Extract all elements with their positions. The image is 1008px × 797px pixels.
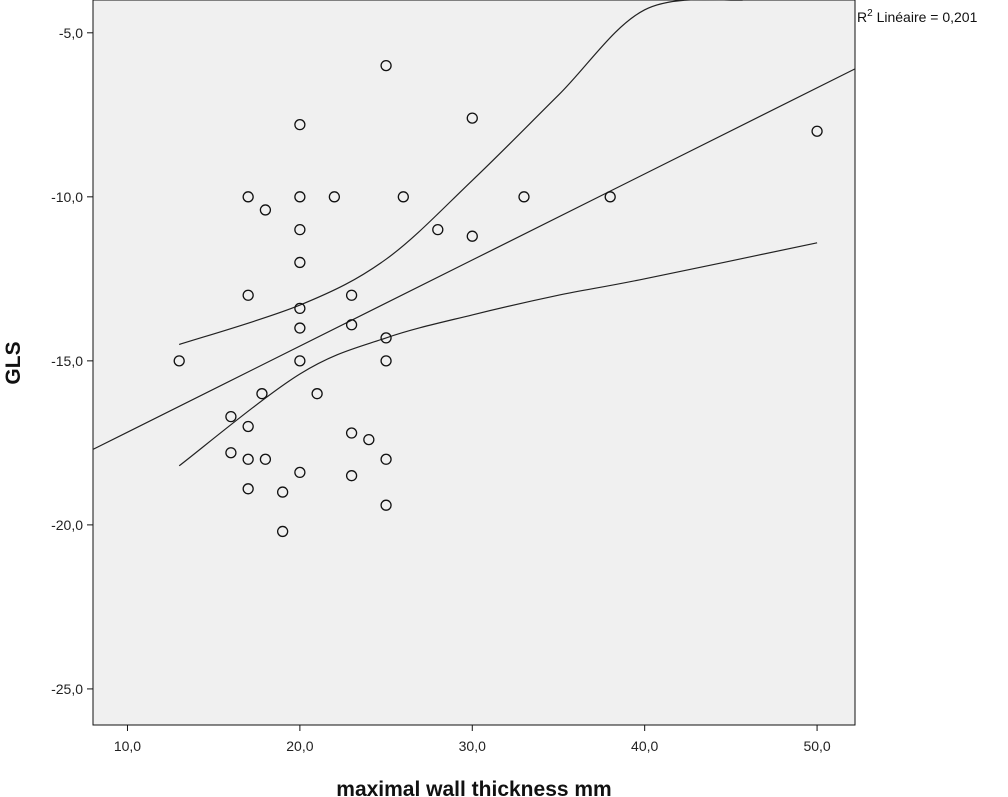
data-point — [294, 223, 306, 236]
y-tick-label: -25,0 — [51, 681, 83, 697]
y-tick-label: -5,0 — [59, 25, 83, 41]
data-point — [380, 499, 392, 511]
data-point — [294, 355, 306, 367]
data-point — [345, 319, 358, 331]
r2-prefix: R — [857, 9, 867, 25]
confidence-band-upper — [179, 0, 743, 346]
data-point — [380, 332, 392, 344]
data-point — [432, 223, 444, 236]
regression-curves — [92, 0, 856, 467]
confidence-band-lower — [178, 242, 818, 467]
data-point — [294, 322, 306, 334]
r2-superscript: 2 — [867, 8, 873, 19]
data-point — [256, 388, 268, 400]
data-point — [259, 453, 272, 465]
data-point — [328, 191, 341, 203]
data-point — [466, 230, 478, 242]
data-point — [294, 302, 306, 315]
data-point — [225, 447, 237, 459]
y-tick-label: -20,0 — [51, 517, 83, 533]
data-point — [276, 486, 289, 498]
data-point — [242, 420, 254, 433]
data-point — [294, 119, 306, 131]
y-tick-label: -10,0 — [51, 189, 83, 205]
r2-annotation: R2 Linéaire = 0,201 — [857, 8, 978, 25]
data-point — [225, 410, 237, 423]
data-point — [276, 525, 289, 538]
data-point — [380, 453, 392, 465]
x-axis-title: maximal wall thickness mm — [336, 778, 611, 797]
y-tick-label: -15,0 — [51, 353, 83, 369]
y-axis-title: GLS — [2, 341, 25, 384]
data-point — [294, 256, 306, 269]
data-point — [466, 112, 478, 124]
x-axis: 10,0 20,0 30,0 40,0 50,0 — [114, 725, 831, 754]
x-tick-label: 10,0 — [114, 738, 141, 754]
data-point — [380, 355, 392, 367]
data-point — [518, 191, 530, 203]
data-point — [294, 191, 306, 203]
y-axis: -5,0 -10,0 -15,0 -20,0 -25,0 — [51, 25, 93, 697]
data-point — [345, 289, 358, 301]
data-point — [811, 125, 823, 137]
x-tick-label: 20,0 — [286, 738, 313, 754]
data-points — [173, 59, 823, 538]
data-point — [604, 191, 616, 203]
data-point — [363, 433, 375, 446]
plot-area — [92, 0, 856, 726]
data-point — [242, 483, 254, 495]
x-tick-label: 50,0 — [803, 738, 830, 754]
x-tick-label: 40,0 — [631, 738, 658, 754]
data-point — [259, 204, 272, 216]
data-point — [345, 470, 358, 482]
regression-line — [92, 68, 856, 450]
data-point — [397, 191, 409, 203]
data-point — [242, 289, 254, 301]
data-point — [242, 453, 254, 465]
data-point — [173, 355, 185, 367]
data-point — [380, 59, 392, 72]
x-tick-label: 30,0 — [459, 738, 486, 754]
r2-text: Linéaire = 0,201 — [873, 9, 978, 25]
data-point — [294, 466, 306, 479]
data-point — [345, 427, 358, 439]
data-point — [242, 191, 254, 203]
data-point — [311, 388, 323, 400]
